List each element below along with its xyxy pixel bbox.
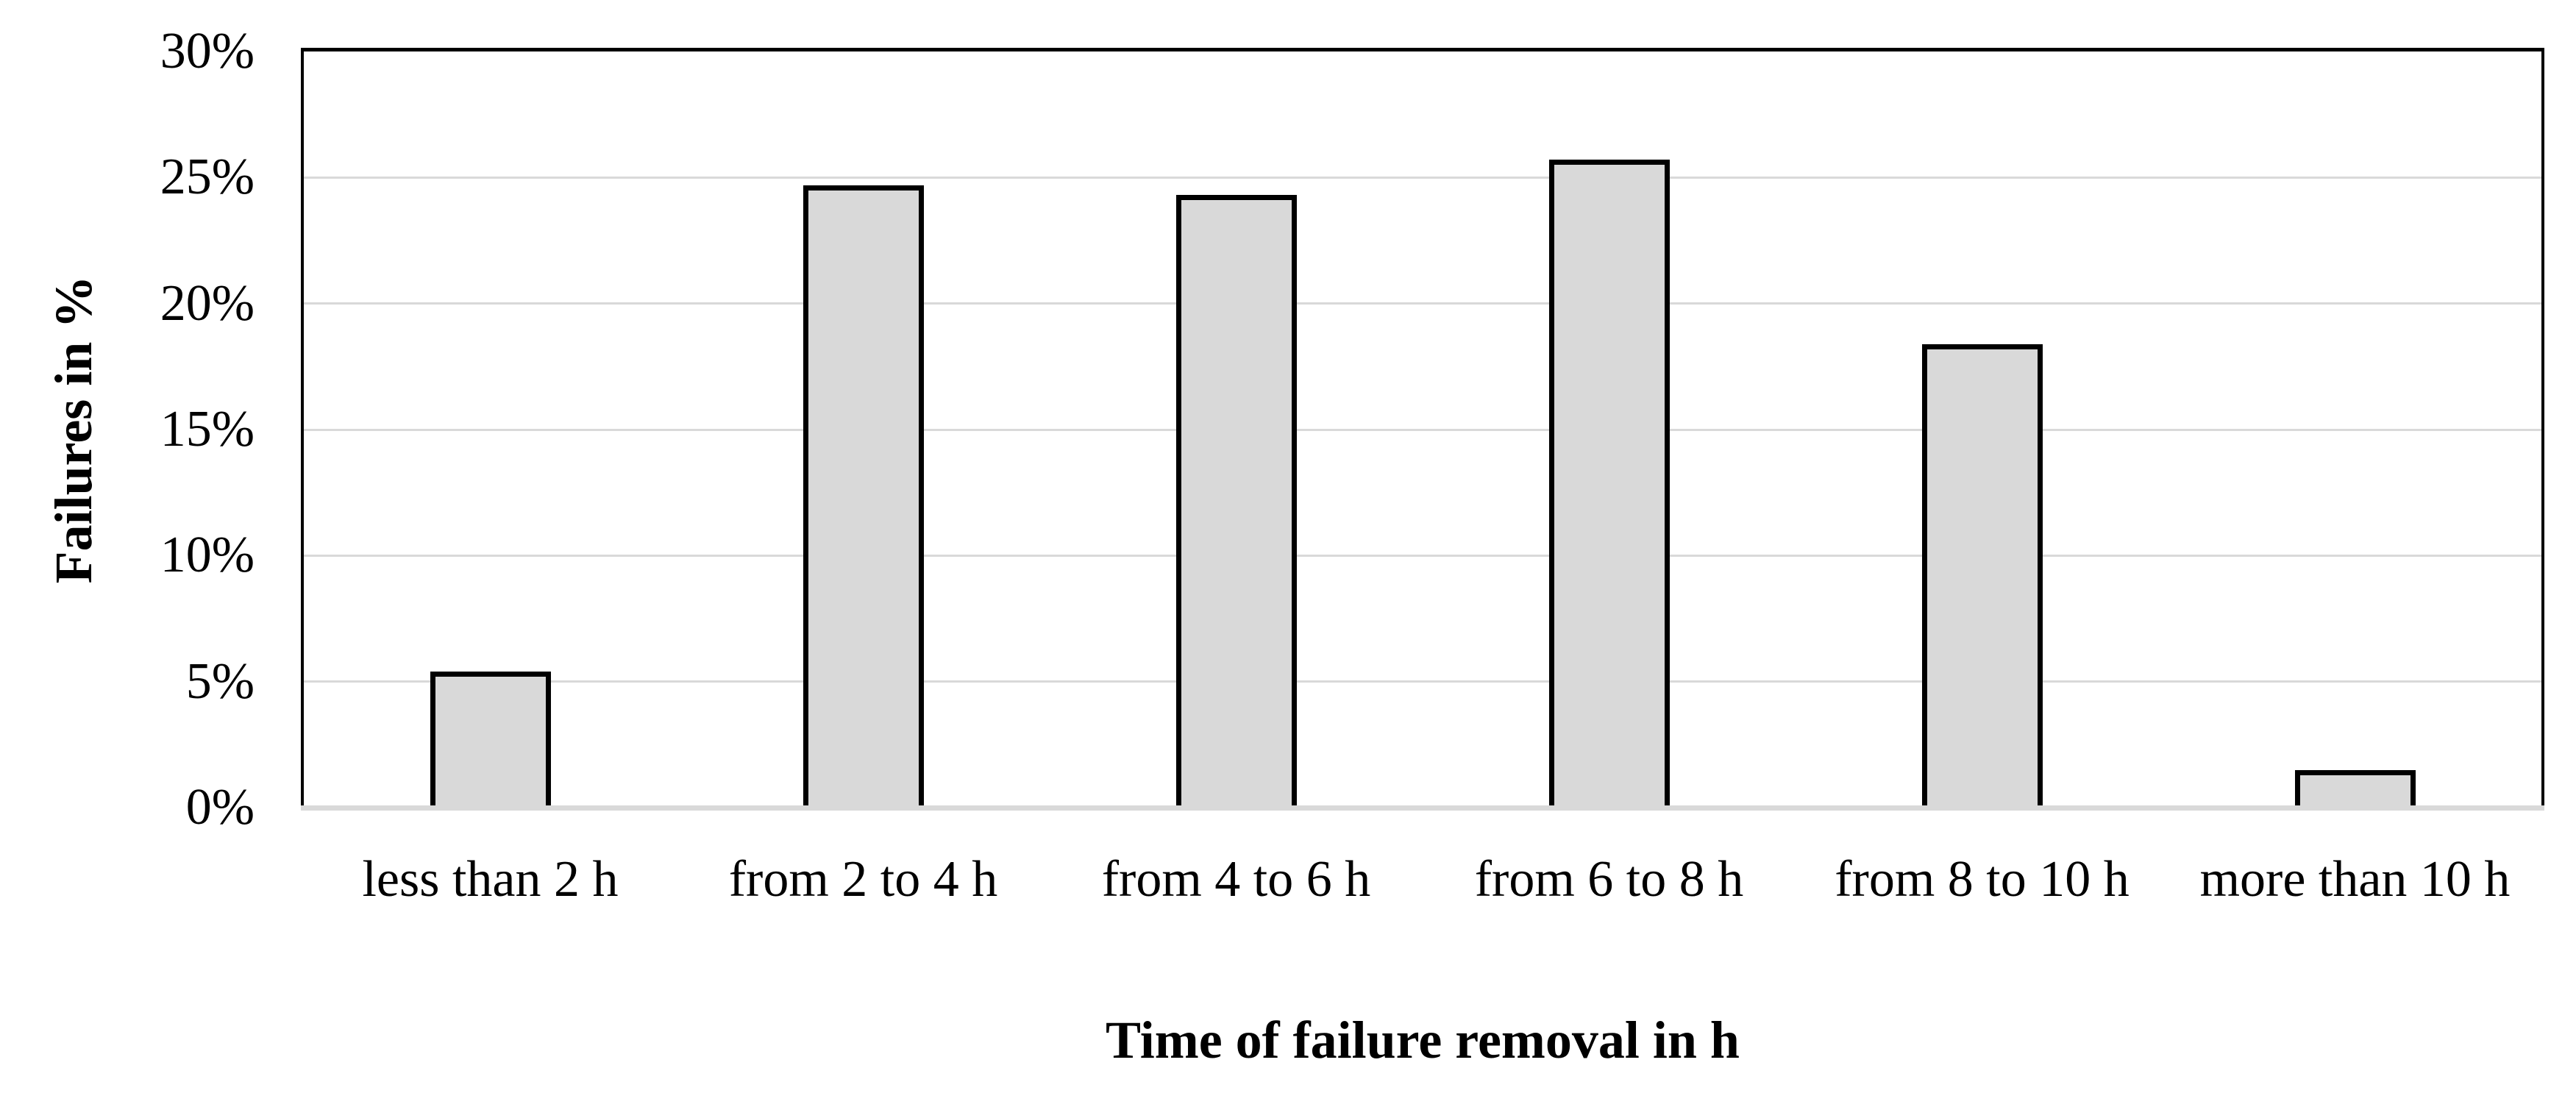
gridline-20	[304, 302, 2541, 305]
x-tick-label: more than 10 h	[2199, 851, 2511, 908]
x-tick-label: from 8 to 10 h	[1835, 851, 2130, 908]
y-tick-label: 5%	[185, 652, 255, 710]
bar-3	[1175, 195, 1297, 808]
x-tick-label: less than 2 h	[362, 851, 619, 908]
gridline-5	[304, 680, 2541, 683]
bar-5	[1921, 344, 2043, 808]
bar-6	[2294, 769, 2416, 808]
gridline-25	[304, 176, 2541, 179]
bar-1	[430, 671, 551, 808]
x-axis-title: Time of failure removal in h	[1106, 1011, 1740, 1069]
y-tick-label: 15%	[160, 401, 255, 458]
bar-4	[1548, 160, 1670, 808]
y-tick-label: 10%	[160, 527, 255, 584]
bar-2	[803, 185, 924, 808]
x-tick-label: from 2 to 4 h	[728, 851, 998, 908]
y-tick-label: 0%	[185, 779, 255, 836]
plot-border-right	[2541, 48, 2544, 808]
x-tick-label: from 4 to 6 h	[1101, 851, 1371, 908]
y-tick-label: 20%	[160, 274, 255, 332]
gridline-15	[304, 428, 2541, 431]
y-tick-label: 30%	[160, 23, 255, 79]
x-tick-label: from 6 to 8 h	[1474, 851, 1744, 908]
y-tick-label: 25%	[160, 149, 255, 206]
plot-area	[304, 51, 2541, 808]
plot-border-top	[301, 48, 2544, 51]
y-axis-line	[301, 48, 304, 808]
gridline-10	[304, 554, 2541, 557]
x-axis-line	[301, 805, 2544, 811]
